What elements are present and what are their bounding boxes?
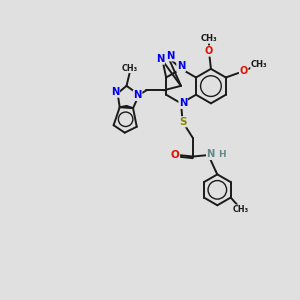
Text: O: O <box>240 66 248 76</box>
Text: N: N <box>111 87 119 97</box>
Text: CH₃: CH₃ <box>200 34 217 43</box>
Text: H: H <box>218 150 226 159</box>
Text: N: N <box>134 90 142 100</box>
Text: S: S <box>179 117 186 127</box>
Text: CH₃: CH₃ <box>122 64 138 73</box>
Text: CH₃: CH₃ <box>233 205 249 214</box>
Text: N: N <box>179 98 187 108</box>
Text: N: N <box>207 149 215 160</box>
Text: CH₃: CH₃ <box>251 61 268 70</box>
Text: N: N <box>156 54 164 64</box>
Text: O: O <box>171 150 179 160</box>
Text: O: O <box>204 46 213 56</box>
Text: N: N <box>177 61 185 71</box>
Text: N: N <box>167 51 175 61</box>
